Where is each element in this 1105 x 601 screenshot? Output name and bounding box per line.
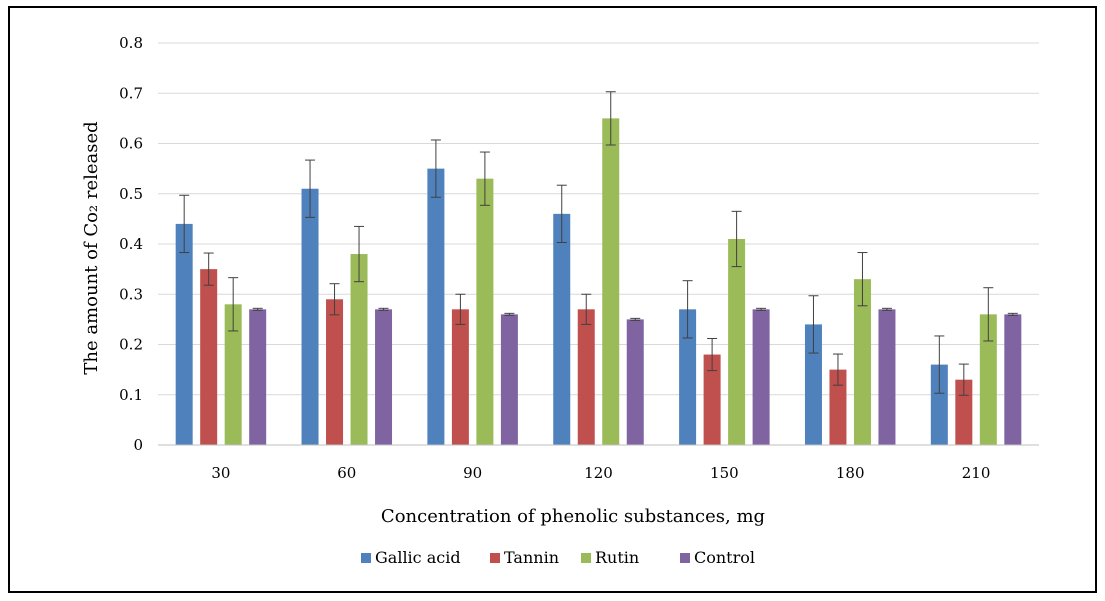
bar-tannin [577, 309, 595, 445]
x-tick-label: 30 [211, 464, 230, 482]
bar-tannin [703, 354, 721, 445]
y-tick-label: 0.1 [119, 386, 143, 404]
y-tick-label: 0.7 [119, 84, 143, 102]
legend-item: Gallic acid [361, 548, 461, 567]
y-tick-label: 0.4 [119, 235, 143, 253]
x-tick-label: 180 [836, 464, 865, 482]
bar-tannin [955, 379, 973, 445]
error-bar [252, 307, 263, 311]
error-bar [832, 353, 843, 386]
x-tick-label: 120 [584, 464, 613, 482]
legend-swatch [581, 553, 591, 563]
bar-tannin [829, 369, 847, 445]
error-bar [808, 295, 819, 354]
error-bar [983, 287, 994, 342]
error-bar [581, 293, 592, 325]
error-bar [731, 210, 742, 268]
error-bar [707, 337, 718, 372]
legend-item: Tannin [490, 548, 559, 567]
y-tick-label: 0.2 [119, 336, 143, 354]
bar-rutin [476, 178, 494, 446]
y-tick-label: 0 [133, 436, 143, 454]
legend-swatch [490, 553, 500, 563]
bar-rutin [979, 314, 997, 445]
bar-rutin [853, 279, 871, 445]
bar-control [249, 309, 267, 445]
x-tick-label: 150 [710, 464, 739, 482]
bar-rutin [350, 254, 368, 445]
bar-rutin [602, 118, 620, 445]
legend-label: Control [694, 548, 755, 567]
bars [175, 118, 1022, 446]
bar-control [626, 319, 644, 445]
bar-gallic-acid [679, 309, 697, 445]
legend-label: Gallic acid [375, 548, 461, 567]
y-tick-label: 0.8 [119, 34, 143, 52]
bar-control [1004, 314, 1022, 445]
error-bar [556, 184, 567, 243]
bar-gallic-acid [553, 213, 571, 445]
error-bar [881, 307, 892, 311]
bar-gallic-acid [427, 168, 445, 445]
legend-label: Rutin [595, 548, 639, 567]
error-bar [354, 225, 365, 283]
bar-control [375, 309, 393, 445]
error-bar [430, 139, 441, 198]
x-axis-ticks: 30 60 90 120 150 180 210 [211, 464, 990, 482]
legend-label: Tannin [504, 548, 559, 567]
error-bar [455, 293, 466, 325]
y-axis-title: The amount of Co₂ released [81, 121, 102, 374]
bar-gallic-acid [804, 324, 822, 445]
y-tick-label: 0.3 [119, 285, 143, 303]
bar-control [878, 309, 896, 445]
error-bar [756, 307, 767, 311]
error-bars [179, 91, 1018, 396]
error-bar [1007, 312, 1018, 316]
x-tick-label: 210 [962, 464, 991, 482]
bar-tannin [200, 269, 218, 445]
x-tick-label: 90 [463, 464, 482, 482]
bar-chart: 0 0.1 0.2 0.3 0.4 0.5 0.6 0.7 0.8 30 60 90 120 150 18… [81, 34, 1039, 567]
error-bar [934, 335, 945, 394]
y-tick-label: 0.6 [119, 135, 143, 153]
error-bar [179, 194, 190, 254]
error-bar [378, 307, 389, 311]
bar-control [752, 309, 770, 445]
error-bar [630, 317, 641, 321]
bar-rutin [224, 304, 242, 445]
y-axis-ticks: 0 0.1 0.2 0.3 0.4 0.5 0.6 0.7 0.8 [119, 34, 143, 454]
error-bar [305, 159, 316, 218]
bar-gallic-acid [301, 188, 319, 445]
gridlines [158, 42, 1039, 396]
bar-gallic-acid [930, 364, 948, 445]
legend: Gallic acid Tannin Rutin Control [361, 548, 755, 567]
error-bar [479, 151, 490, 206]
legend-swatch [361, 553, 371, 563]
chart-frame: 0 0.1 0.2 0.3 0.4 0.5 0.6 0.7 0.8 30 60 90 120 150 18… [8, 6, 1097, 593]
y-tick-label: 0.5 [119, 185, 143, 203]
legend-item: Control [680, 548, 755, 567]
error-bar [682, 280, 693, 339]
legend-swatch [680, 553, 690, 563]
bar-tannin [326, 299, 344, 445]
bar-tannin [451, 309, 469, 445]
x-axis-title: Concentration of phenolic substances, mg [381, 506, 765, 527]
bar-control [500, 314, 518, 445]
legend-item: Rutin [581, 548, 639, 567]
error-bar [857, 252, 868, 307]
error-bar [203, 252, 214, 286]
error-bar [329, 283, 340, 316]
error-bar [605, 91, 616, 146]
error-bar [228, 277, 239, 332]
bar-gallic-acid [175, 223, 193, 445]
bar-rutin [728, 238, 746, 445]
error-bar [958, 363, 969, 396]
x-tick-label: 60 [337, 464, 356, 482]
error-bar [504, 312, 515, 316]
